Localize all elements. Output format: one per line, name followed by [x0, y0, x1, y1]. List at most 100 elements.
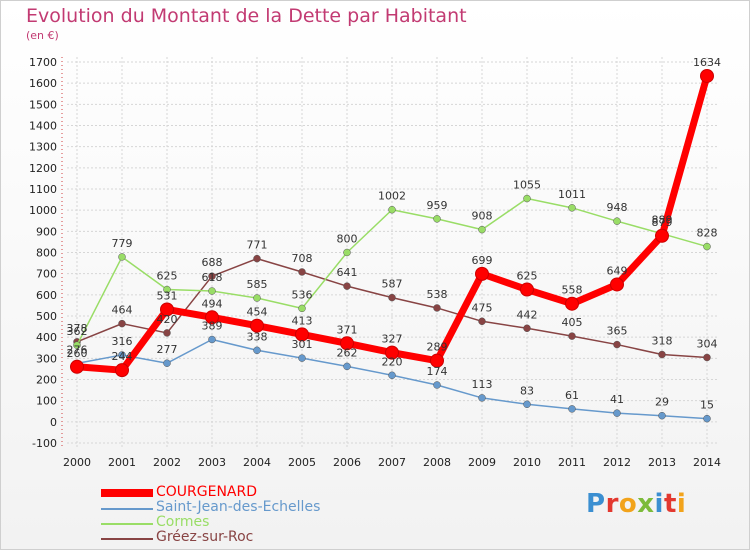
data-point — [613, 340, 621, 349]
y-tick-label: 800 — [36, 247, 57, 260]
x-tick-label: 2002 — [153, 456, 181, 469]
x-tick-label: 2001 — [108, 456, 136, 469]
data-point — [163, 329, 171, 337]
data-point — [343, 282, 351, 290]
data-label: 771 — [247, 239, 268, 252]
data-label: 1634 — [693, 56, 721, 69]
data-point — [118, 351, 126, 359]
data-point — [343, 248, 351, 257]
data-point — [568, 204, 576, 212]
data-point — [658, 411, 666, 420]
y-tick-label: 300 — [36, 352, 57, 365]
data-point — [433, 215, 441, 223]
x-tick-label: 2000 — [63, 456, 91, 469]
data-label: 536 — [292, 288, 313, 301]
data-label: 174 — [427, 365, 448, 378]
data-label: 318 — [652, 335, 673, 348]
data-label: 365 — [607, 325, 628, 338]
data-point — [523, 194, 531, 203]
data-label: 959 — [427, 199, 448, 212]
data-point — [163, 285, 171, 294]
y-tick-label: 1400 — [29, 120, 57, 133]
data-point — [565, 296, 579, 311]
data-label: 262 — [337, 346, 358, 359]
proxiti-logo: Proxiti — [586, 489, 687, 519]
legend-swatch — [101, 523, 153, 525]
data-label: 301 — [292, 338, 313, 351]
y-tick-label: 400 — [36, 331, 57, 344]
data-point — [478, 225, 486, 234]
data-point — [298, 354, 306, 362]
x-tick-label: 2008 — [423, 456, 451, 469]
data-point — [523, 324, 531, 333]
x-tick-label: 2007 — [378, 456, 406, 469]
data-point — [613, 217, 621, 225]
data-label: 828 — [697, 227, 718, 240]
data-label: 475 — [472, 301, 493, 314]
chart-unit: (en €) — [26, 29, 59, 42]
data-label: 1011 — [558, 188, 586, 201]
y-tick-label: 1700 — [29, 56, 57, 69]
data-label: 289 — [427, 341, 448, 354]
y-tick-label: 1600 — [29, 77, 57, 90]
data-label: 618 — [202, 271, 223, 284]
x-tick-label: 2012 — [603, 456, 631, 469]
data-point — [388, 205, 396, 214]
x-tick-label: 2014 — [693, 456, 721, 469]
data-label: 538 — [427, 288, 448, 301]
data-point — [250, 318, 264, 333]
y-tick-label: 1200 — [29, 162, 57, 175]
data-point — [253, 254, 261, 263]
data-point — [208, 272, 216, 280]
data-point — [703, 414, 711, 423]
y-tick-label: 900 — [36, 225, 57, 238]
y-tick-label: 100 — [36, 395, 57, 408]
data-label: 113 — [472, 378, 493, 391]
data-label: 948 — [607, 201, 628, 214]
x-tick-label: 2010 — [513, 456, 541, 469]
data-label: 442 — [517, 308, 538, 321]
data-label: 779 — [112, 237, 133, 250]
y-tick-label: 1300 — [29, 141, 57, 154]
data-point — [208, 287, 216, 295]
y-tick-label: 1000 — [29, 204, 57, 217]
data-point — [343, 362, 351, 371]
data-label: 260 — [67, 347, 88, 360]
data-label: 889 — [652, 214, 673, 227]
data-label: 220 — [382, 355, 403, 368]
data-point — [295, 327, 309, 342]
data-label: 625 — [157, 270, 178, 283]
data-point — [385, 345, 399, 360]
data-label: 625 — [517, 270, 538, 283]
y-tick-label: 700 — [36, 268, 57, 281]
x-tick-label: 2004 — [243, 456, 271, 469]
data-label: 585 — [247, 278, 268, 291]
data-label: 800 — [337, 233, 358, 246]
data-point — [433, 304, 441, 312]
data-point — [568, 405, 576, 413]
data-point — [703, 242, 711, 251]
data-label: 708 — [292, 252, 313, 265]
data-label: 1002 — [378, 190, 406, 203]
x-tick-label: 2011 — [558, 456, 586, 469]
data-label: 362 — [67, 325, 88, 338]
data-point — [208, 335, 216, 344]
data-label: 1055 — [513, 179, 541, 192]
data-label: 276 — [67, 343, 88, 356]
legend-label: Saint-Jean-des-Echelles — [156, 499, 321, 515]
data-point — [253, 346, 261, 355]
data-label: 464 — [112, 304, 133, 317]
data-label: 304 — [697, 337, 718, 350]
data-point — [523, 400, 531, 409]
data-label: 15 — [700, 399, 714, 412]
data-label: 649 — [607, 264, 628, 277]
data-label: 244 — [112, 350, 133, 363]
data-point — [298, 304, 306, 313]
y-tick-label: 200 — [36, 374, 57, 387]
x-tick-label: 2006 — [333, 456, 361, 469]
data-label: 699 — [472, 254, 493, 267]
data-point — [568, 332, 576, 340]
data-point — [613, 409, 621, 417]
data-point — [478, 317, 486, 326]
